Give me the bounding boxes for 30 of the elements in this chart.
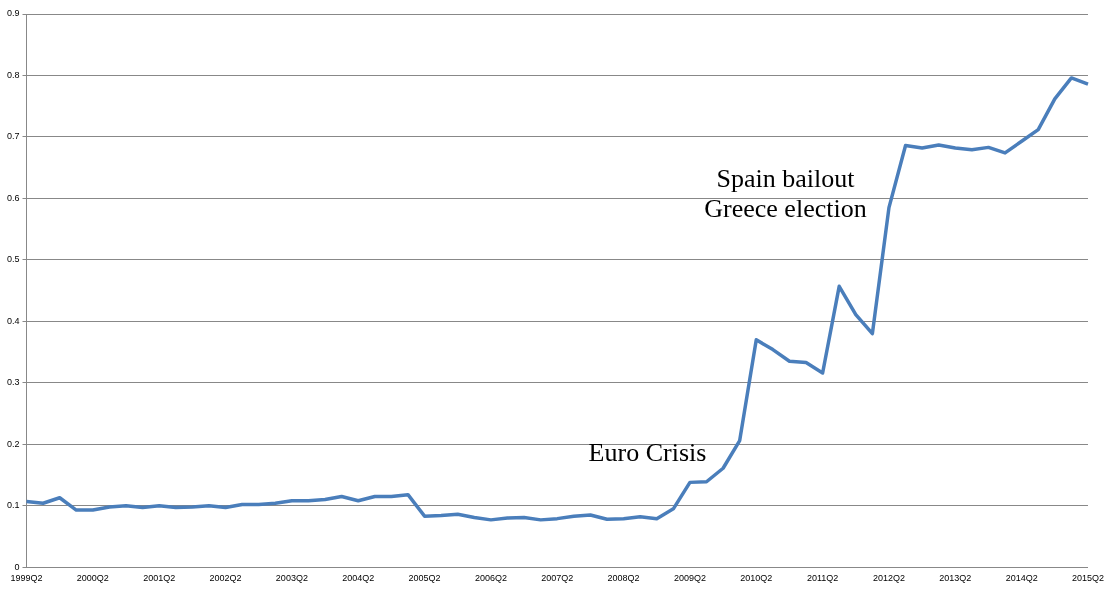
x-tick-label: 2015Q2 bbox=[1071, 573, 1104, 584]
y-tick-label: 0.7 bbox=[7, 131, 20, 142]
x-tick-label: 2004Q2 bbox=[342, 573, 375, 584]
x-tick-label: 2010Q2 bbox=[740, 573, 773, 584]
y-tick-label: 0.9 bbox=[7, 8, 20, 19]
y-tick-label: 0.2 bbox=[7, 438, 20, 449]
annotation: Spain bailout bbox=[716, 163, 856, 193]
annotation: Greece election bbox=[704, 194, 867, 224]
x-tick-label: 2005Q2 bbox=[408, 573, 441, 584]
y-tick-label: 0.5 bbox=[7, 254, 20, 265]
annotation: Euro Crisis bbox=[588, 437, 707, 467]
x-tick-label: 2002Q2 bbox=[209, 573, 242, 584]
x-tick-label: 2003Q2 bbox=[275, 573, 308, 584]
y-tick-label: 0.1 bbox=[7, 500, 20, 511]
x-tick-label: 2007Q2 bbox=[541, 573, 574, 584]
y-tick-label: 0.4 bbox=[7, 315, 20, 326]
x-tick-label: 2000Q2 bbox=[76, 573, 109, 584]
x-tick-label: 2012Q2 bbox=[872, 573, 905, 584]
x-tick-label: 1999Q2 bbox=[10, 573, 43, 584]
y-tick-label: 0 bbox=[14, 561, 20, 572]
y-tick-label: 0.8 bbox=[7, 69, 20, 80]
x-tick-label: 2006Q2 bbox=[474, 573, 507, 584]
x-tick-label: 2013Q2 bbox=[939, 573, 972, 584]
x-tick-label: 2014Q2 bbox=[1005, 573, 1038, 584]
x-tick-label: 2011Q2 bbox=[806, 573, 839, 584]
x-tick-label: 2001Q2 bbox=[143, 573, 176, 584]
x-tick-label: 2009Q2 bbox=[673, 573, 706, 584]
y-tick-label: 0.6 bbox=[7, 192, 20, 203]
x-tick-label: 2008Q2 bbox=[607, 573, 640, 584]
y-tick-label: 0.3 bbox=[7, 377, 20, 388]
